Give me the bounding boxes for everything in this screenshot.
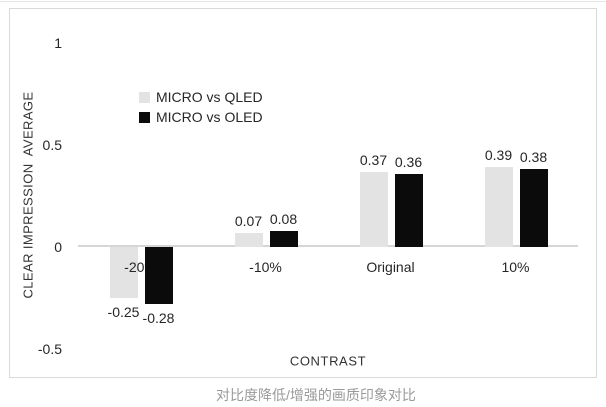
y-tick-label: 0	[54, 239, 62, 255]
bar-qled	[234, 232, 263, 247]
legend-label: MICRO vs OLED	[156, 109, 263, 125]
bar-qled	[484, 167, 513, 247]
bar-oled	[394, 173, 423, 247]
category-label: Original	[366, 259, 415, 275]
bar-qled	[109, 247, 138, 298]
bar-oled	[269, 230, 298, 247]
bar-qled	[359, 171, 388, 247]
x-axis-title: CONTRAST	[289, 353, 367, 369]
category-label: 10%	[501, 259, 530, 275]
plot-area: 1 0.5 0 -0.5 -20% -0.25 -0.28 -10% 0.07 0.08 Origi…	[10, 9, 596, 377]
value-label: -0.28	[142, 310, 175, 327]
page-top-divider	[0, 1, 606, 2]
category-label: -10%	[249, 259, 282, 275]
value-label: 0.37	[359, 151, 388, 168]
bar-oled	[519, 169, 548, 247]
x-axis-zero-line	[78, 245, 578, 247]
value-label: 0.39	[484, 147, 513, 164]
legend-label: MICRO vs QLED	[156, 89, 263, 105]
legend-item: MICRO vs OLED	[139, 107, 263, 127]
y-tick-label: -0.5	[37, 341, 62, 357]
legend: MICRO vs QLED MICRO vs OLED	[139, 87, 263, 127]
chart-caption: 对比度降低/增强的画质印象对比	[216, 387, 416, 403]
legend-item: MICRO vs QLED	[139, 87, 263, 107]
value-label: 0.08	[269, 210, 298, 227]
chart-frame: CLEAR IMPRESSION AVERAGE CONTRAST MICRO …	[9, 8, 597, 378]
y-tick-label: 1	[54, 35, 62, 51]
legend-swatch-icon	[139, 91, 150, 103]
y-tick-label: 0.5	[42, 137, 62, 153]
value-label: -0.25	[107, 304, 140, 320]
value-label: 0.38	[519, 149, 548, 166]
value-label: 0.36	[394, 153, 423, 170]
value-label: 0.07	[234, 212, 263, 229]
bar-oled	[144, 247, 173, 305]
legend-swatch-icon	[139, 111, 150, 123]
